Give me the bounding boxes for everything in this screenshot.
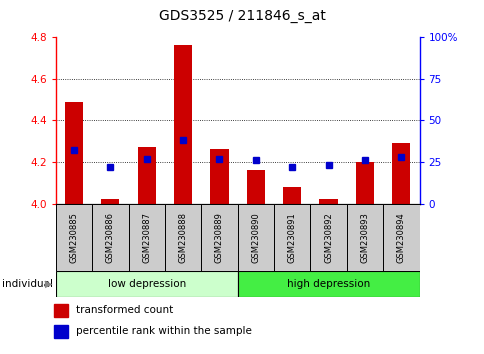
Text: GSM230887: GSM230887: [142, 212, 151, 263]
Bar: [165, 204, 201, 271]
Bar: [346, 204, 382, 271]
Text: GSM230893: GSM230893: [360, 212, 369, 263]
Bar: [65, 102, 83, 204]
Text: ▶: ▶: [45, 279, 52, 289]
Bar: [53, 304, 68, 317]
Text: GSM230888: GSM230888: [178, 212, 187, 263]
Bar: [237, 271, 419, 297]
Bar: [174, 45, 192, 204]
Bar: [56, 204, 92, 271]
Bar: [392, 143, 409, 204]
Bar: [355, 162, 373, 204]
Text: percentile rank within the sample: percentile rank within the sample: [76, 326, 251, 336]
Text: high depression: high depression: [287, 279, 369, 289]
Text: individual: individual: [2, 279, 53, 289]
Bar: [273, 204, 310, 271]
Bar: [319, 199, 337, 204]
Bar: [382, 204, 419, 271]
Bar: [310, 204, 346, 271]
Text: GSM230889: GSM230889: [214, 212, 224, 263]
Text: transformed count: transformed count: [76, 305, 173, 315]
Text: GSM230891: GSM230891: [287, 212, 296, 263]
Text: low depression: low depression: [107, 279, 185, 289]
Text: GSM230885: GSM230885: [69, 212, 78, 263]
Text: GSM230890: GSM230890: [251, 212, 260, 263]
Bar: [101, 199, 119, 204]
Bar: [128, 204, 165, 271]
Bar: [283, 187, 301, 204]
Bar: [53, 325, 68, 338]
Bar: [246, 170, 264, 204]
Bar: [92, 204, 128, 271]
Text: GDS3525 / 211846_s_at: GDS3525 / 211846_s_at: [159, 9, 325, 23]
Text: GSM230894: GSM230894: [396, 212, 405, 263]
Bar: [201, 204, 237, 271]
Bar: [137, 147, 155, 204]
Bar: [237, 204, 273, 271]
Bar: [56, 271, 237, 297]
Bar: [210, 149, 228, 204]
Text: GSM230886: GSM230886: [106, 212, 115, 263]
Text: GSM230892: GSM230892: [323, 212, 333, 263]
